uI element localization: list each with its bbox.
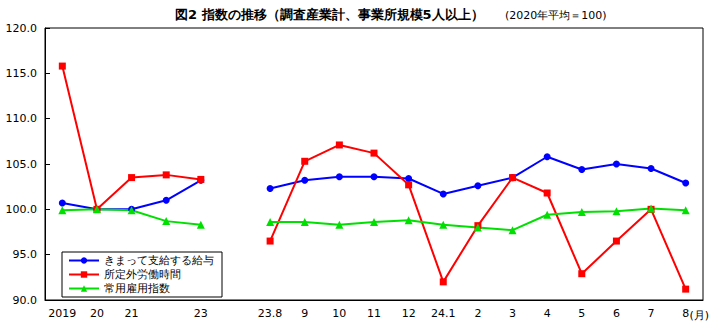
svg-text:(月): (月): [689, 309, 709, 322]
svg-text:12: 12: [402, 307, 416, 320]
svg-text:所定外労働時間: 所定外労働時間: [104, 268, 181, 281]
svg-text:115.0: 115.0: [6, 67, 38, 80]
svg-text:105.0: 105.0: [6, 158, 38, 171]
svg-text:90.0: 90.0: [13, 294, 38, 307]
svg-text:23: 23: [194, 307, 208, 320]
svg-text:9: 9: [301, 307, 308, 320]
svg-text:きまって支給する給与: きまって支給する給与: [104, 254, 214, 267]
svg-text:21: 21: [125, 307, 139, 320]
svg-text:6: 6: [613, 307, 620, 320]
svg-text:110.0: 110.0: [6, 112, 38, 125]
svg-text:5: 5: [578, 307, 585, 320]
svg-text:2: 2: [474, 307, 481, 320]
svg-text:3: 3: [509, 307, 516, 320]
svg-text:10: 10: [332, 307, 346, 320]
svg-text:120.0: 120.0: [6, 22, 38, 35]
svg-text:7: 7: [648, 307, 655, 320]
svg-text:4: 4: [544, 307, 551, 320]
svg-text:24.1: 24.1: [431, 307, 456, 320]
svg-text:11: 11: [367, 307, 381, 320]
svg-text:20: 20: [90, 307, 104, 320]
svg-text:23.8: 23.8: [258, 307, 283, 320]
svg-text:8: 8: [682, 307, 689, 320]
svg-text:2019: 2019: [48, 307, 76, 320]
svg-text:(2020年平均＝100): (2020年平均＝100): [505, 9, 607, 22]
svg-text:図2 指数の推移（調査産業計、事業所規模5人以上）: 図2 指数の推移（調査産業計、事業所規模5人以上）: [175, 7, 484, 22]
svg-text:95.0: 95.0: [13, 248, 38, 261]
svg-text:常用雇用指数: 常用雇用指数: [104, 282, 170, 295]
svg-text:100.0: 100.0: [6, 203, 38, 216]
